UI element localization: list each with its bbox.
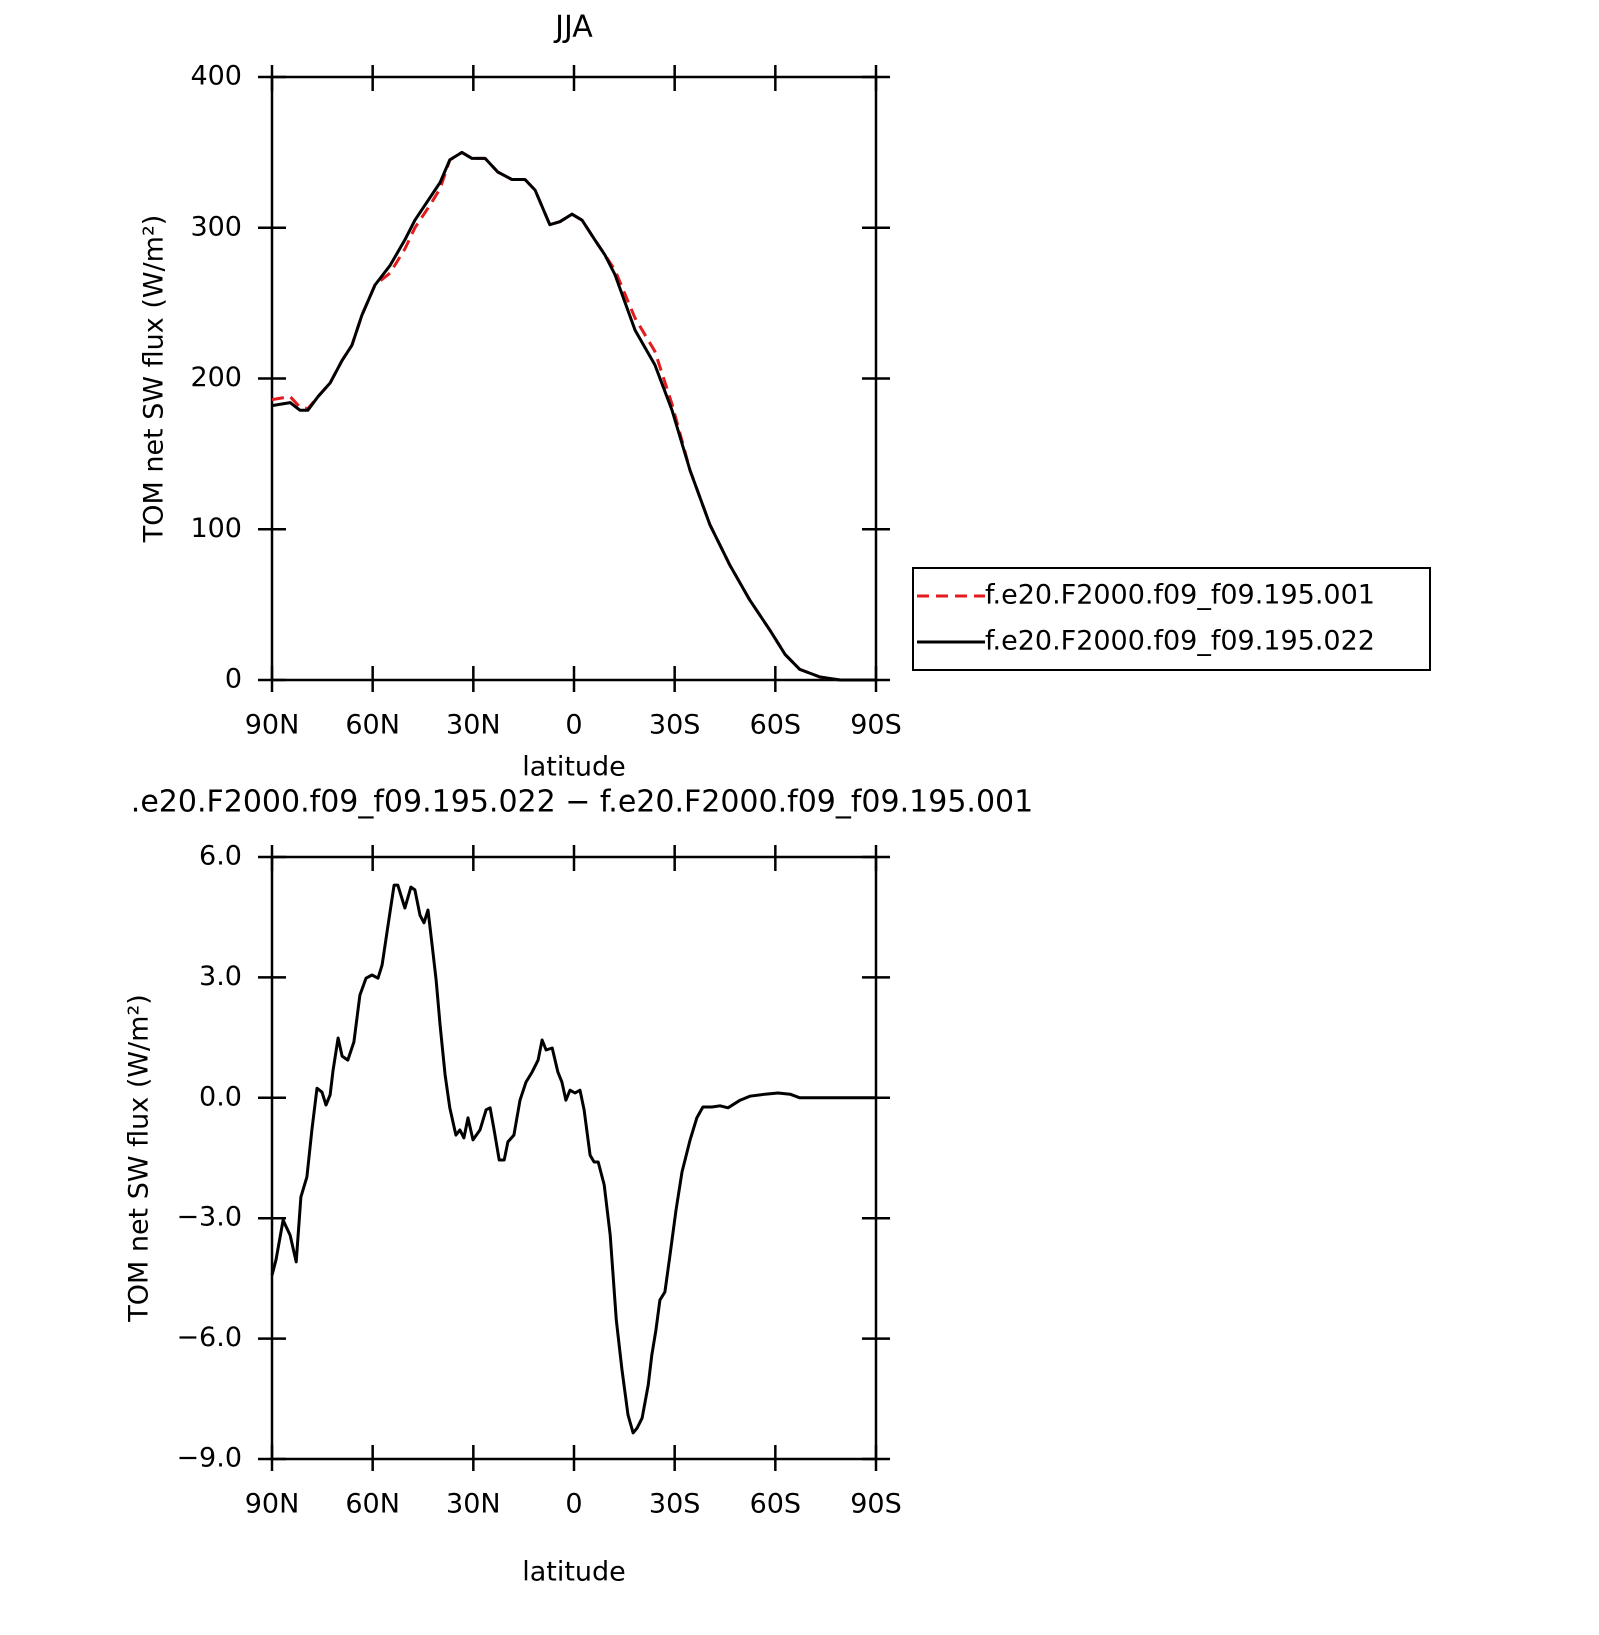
- y-tick-label: −9.0: [176, 1443, 242, 1474]
- y-axis-label: TOM net SW flux (W/m²): [139, 215, 170, 544]
- x-tick-label: 0: [565, 1489, 582, 1520]
- y-tick-label: 300: [190, 211, 242, 242]
- legend-label: f.e20.F2000.f09_f09.195.022: [985, 626, 1375, 657]
- x-tick-label: 90S: [850, 1489, 902, 1520]
- x-tick-label: 30N: [446, 1489, 501, 1520]
- legend-box: [912, 567, 1431, 671]
- y-tick-label: −6.0: [176, 1322, 242, 1353]
- y-tick-label: 3.0: [199, 961, 242, 992]
- x-tick-label: 60S: [750, 1489, 802, 1520]
- y-tick-label: 6.0: [199, 841, 242, 872]
- x-tick-label: 90N: [245, 710, 300, 741]
- x-tick-label: 30S: [649, 710, 701, 741]
- x-axis-label: latitude: [522, 1557, 626, 1588]
- plot-frame: [270, 75, 878, 682]
- x-tick-label: 30N: [446, 710, 501, 741]
- x-axis-label: latitude: [522, 752, 626, 783]
- chart-title: .e20.F2000.f09_f09.195.022 − f.e20.F2000…: [131, 785, 1033, 820]
- x-tick-label: 0: [565, 710, 582, 741]
- plot-frame: [270, 855, 878, 1461]
- data-line: [270, 883, 876, 1435]
- data-line: [271, 150, 876, 682]
- y-tick-label: 0.0: [199, 1081, 242, 1112]
- x-tick-label: 60N: [345, 1489, 400, 1520]
- y-tick-label: −3.0: [176, 1202, 242, 1233]
- data-line: [271, 150, 876, 682]
- y-tick-label: 200: [190, 362, 242, 393]
- y-tick-label: 400: [190, 61, 242, 92]
- x-tick-label: 30S: [649, 1489, 701, 1520]
- y-tick-label: 100: [190, 513, 242, 544]
- x-tick-label: 90S: [850, 710, 902, 741]
- y-axis-label: TOM net SW flux (W/m²): [124, 994, 155, 1323]
- y-tick-label: 0: [225, 664, 242, 695]
- x-tick-label: 90N: [245, 1489, 300, 1520]
- legend-label: f.e20.F2000.f09_f09.195.001: [985, 580, 1375, 611]
- chart-title: JJA: [553, 10, 593, 45]
- x-tick-label: 60N: [345, 710, 400, 741]
- x-tick-label: 60S: [750, 710, 802, 741]
